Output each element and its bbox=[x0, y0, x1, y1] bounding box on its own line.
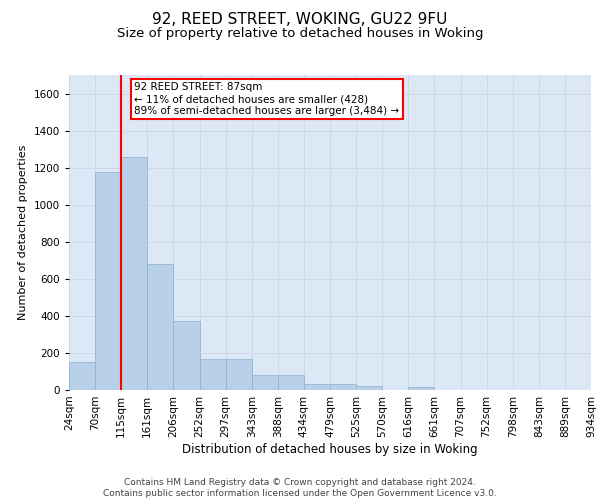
Bar bbox=[95, 172, 121, 390]
Bar bbox=[199, 359, 226, 390]
Bar bbox=[148, 264, 173, 390]
Bar bbox=[356, 386, 382, 390]
Y-axis label: Number of detached properties: Number of detached properties bbox=[18, 145, 28, 320]
Bar bbox=[409, 387, 434, 390]
Text: 92, REED STREET, WOKING, GU22 9FU: 92, REED STREET, WOKING, GU22 9FU bbox=[152, 12, 448, 28]
Text: 92 REED STREET: 87sqm
← 11% of detached houses are smaller (428)
89% of semi-det: 92 REED STREET: 87sqm ← 11% of detached … bbox=[134, 82, 400, 116]
Bar bbox=[330, 384, 356, 390]
Bar bbox=[121, 157, 148, 390]
Text: Contains HM Land Registry data © Crown copyright and database right 2024.
Contai: Contains HM Land Registry data © Crown c… bbox=[103, 478, 497, 498]
Bar bbox=[304, 384, 330, 390]
Bar bbox=[278, 374, 304, 390]
Bar bbox=[69, 362, 95, 390]
Bar bbox=[226, 358, 252, 390]
Text: Size of property relative to detached houses in Woking: Size of property relative to detached ho… bbox=[117, 28, 483, 40]
Bar bbox=[173, 320, 199, 390]
X-axis label: Distribution of detached houses by size in Woking: Distribution of detached houses by size … bbox=[182, 442, 478, 456]
Bar bbox=[252, 374, 278, 390]
